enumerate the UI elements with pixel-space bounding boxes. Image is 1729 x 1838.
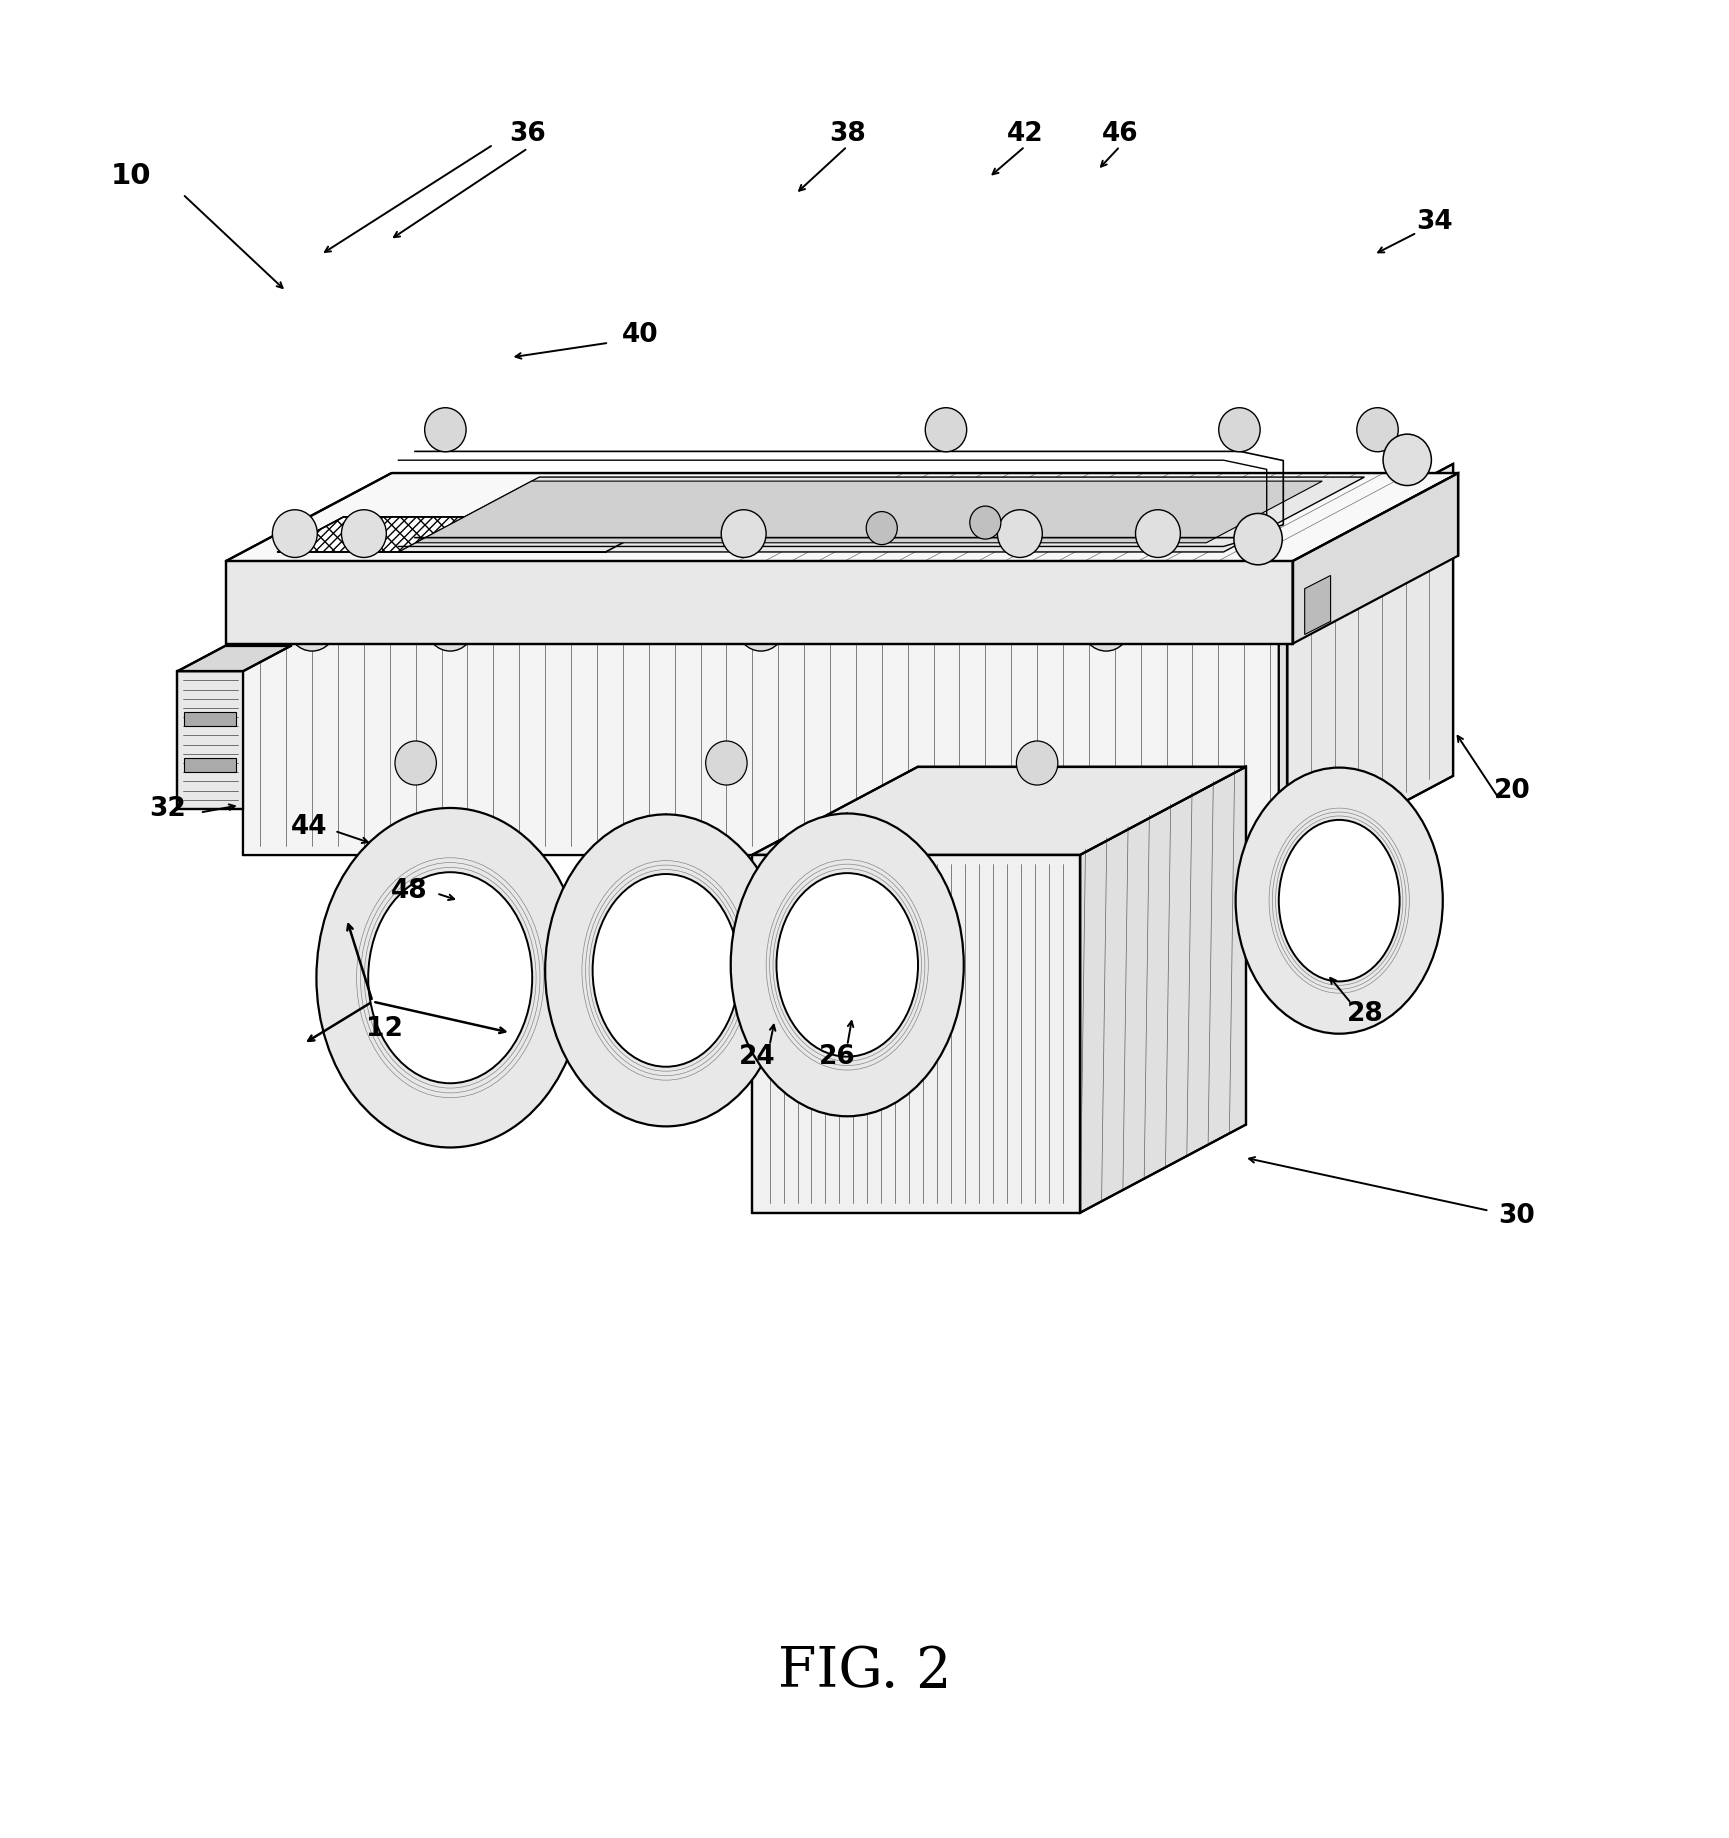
Polygon shape (752, 766, 1247, 855)
Text: 12: 12 (367, 1016, 403, 1042)
Polygon shape (1293, 472, 1458, 643)
Text: 30: 30 (1499, 1204, 1535, 1230)
Circle shape (1082, 599, 1131, 651)
Circle shape (341, 509, 386, 557)
Ellipse shape (1236, 768, 1442, 1033)
Polygon shape (1081, 766, 1247, 1213)
Polygon shape (185, 757, 237, 772)
Polygon shape (415, 482, 1323, 542)
Text: 46: 46 (1101, 121, 1138, 147)
Circle shape (273, 509, 318, 557)
Polygon shape (398, 478, 1364, 551)
Text: 44: 44 (290, 814, 327, 840)
Text: 10: 10 (111, 162, 150, 189)
Ellipse shape (316, 809, 584, 1147)
Text: 32: 32 (149, 796, 185, 822)
Polygon shape (178, 645, 292, 671)
Circle shape (1017, 741, 1058, 785)
Circle shape (737, 599, 785, 651)
Text: 24: 24 (740, 1044, 776, 1070)
Ellipse shape (545, 814, 787, 1127)
Text: 40: 40 (622, 322, 659, 349)
Text: 34: 34 (1416, 210, 1452, 235)
Circle shape (1219, 408, 1260, 452)
Circle shape (1383, 434, 1432, 485)
Circle shape (289, 599, 335, 651)
Text: 36: 36 (510, 121, 546, 147)
Circle shape (925, 408, 967, 452)
Text: 20: 20 (1494, 777, 1530, 803)
Circle shape (705, 741, 747, 785)
Ellipse shape (731, 814, 963, 1116)
Circle shape (1235, 513, 1283, 564)
Circle shape (1357, 408, 1399, 452)
Polygon shape (752, 855, 1081, 1213)
Ellipse shape (776, 873, 918, 1057)
Text: 42: 42 (1006, 121, 1043, 147)
Text: FIG. 2: FIG. 2 (778, 1643, 951, 1698)
Polygon shape (226, 561, 1293, 643)
Ellipse shape (368, 873, 533, 1083)
Circle shape (425, 408, 467, 452)
Circle shape (425, 599, 474, 651)
Ellipse shape (593, 875, 740, 1066)
Polygon shape (244, 491, 1444, 579)
Text: 38: 38 (828, 121, 866, 147)
Circle shape (970, 505, 1001, 539)
Polygon shape (1305, 575, 1331, 634)
Circle shape (998, 509, 1043, 557)
Polygon shape (1279, 491, 1444, 855)
Polygon shape (1288, 463, 1452, 864)
Text: 28: 28 (1347, 1002, 1383, 1027)
Circle shape (394, 741, 436, 785)
Polygon shape (178, 671, 244, 809)
Circle shape (866, 511, 897, 544)
Polygon shape (244, 579, 1279, 855)
Polygon shape (185, 711, 237, 726)
Text: 48: 48 (391, 879, 427, 904)
Polygon shape (226, 472, 1458, 561)
Polygon shape (278, 516, 673, 551)
Circle shape (1136, 509, 1181, 557)
Text: 26: 26 (818, 1044, 856, 1070)
Ellipse shape (1279, 820, 1400, 981)
Circle shape (721, 509, 766, 557)
